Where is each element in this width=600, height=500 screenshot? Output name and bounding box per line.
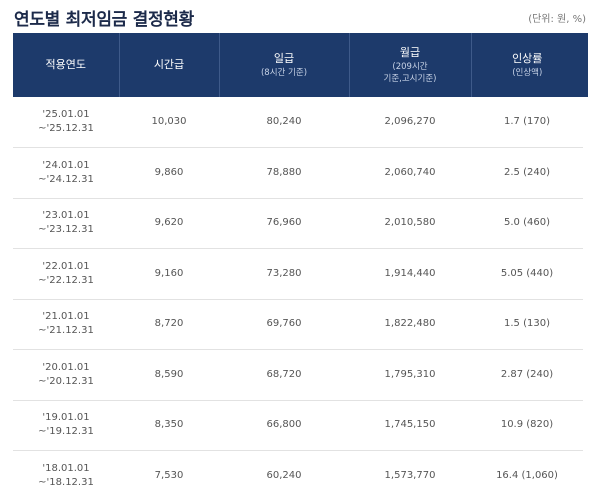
- cell-hourly: 8,350: [154, 419, 184, 431]
- header-row: 적용연도 시간급 일급 (8시간 기준) 월급 (209시간 기준,고시기준): [13, 33, 583, 97]
- header-monthly: 월급 (209시간 기준,고시기준): [349, 33, 472, 97]
- cell-rate: 5.05 (440): [500, 267, 554, 279]
- table-row: '19.01.01 ~'19.12.31 8,350 66,800 1,745,…: [13, 400, 583, 451]
- table-row: '24.01.01 ~'24.12.31 9,860 78,880 2,060,…: [13, 148, 583, 199]
- cell-monthly: 1,573,770: [384, 469, 436, 481]
- cell-rate: 1.5 (130): [504, 318, 550, 330]
- cell-hourly: 8,720: [154, 318, 184, 330]
- cell-hourly: 7,530: [154, 469, 184, 481]
- period-end: ~'25.12.31: [38, 123, 94, 134]
- cell-period: '19.01.01 ~'19.12.31: [13, 400, 119, 451]
- header-daily-sub: (8시간 기준): [260, 67, 308, 78]
- table-row: '18.01.01 ~'18.12.31 7,530 60,240 1,573,…: [13, 451, 583, 500]
- cell-hourly: 9,860: [154, 166, 184, 178]
- table-row: '22.01.01 ~'22.12.31 9,160 73,280 1,914,…: [13, 249, 583, 300]
- period-end: ~'20.12.31: [38, 375, 94, 387]
- cell-monthly: 2,010,580: [384, 217, 436, 229]
- cell-rate: 2.5 (240): [504, 166, 550, 178]
- period-end: ~'18.12.31: [38, 476, 94, 488]
- cell-period: '23.01.01 ~'23.12.31: [13, 198, 119, 249]
- header-period-label: 적용연도: [45, 58, 86, 71]
- period-end: ~'23.12.31: [38, 224, 94, 236]
- wage-table: 적용연도 시간급 일급 (8시간 기준) 월급 (209시간 기준,고시기준): [13, 33, 583, 500]
- cell-rate: 2.87 (240): [500, 368, 554, 380]
- cell-daily: 69,760: [266, 318, 302, 330]
- period-end: ~'22.12.31: [38, 274, 94, 286]
- period-end: ~'21.12.31: [38, 325, 94, 337]
- table-row: '20.01.01 ~'20.12.31 8,590 68,720 1,795,…: [13, 350, 583, 401]
- cell-monthly: 1,745,150: [384, 419, 436, 431]
- period-end: ~'19.12.31: [38, 426, 94, 438]
- cell-rate: 16.4 (1,060): [496, 469, 558, 481]
- cell-monthly: 2,096,270: [384, 116, 436, 127]
- cell-period: '20.01.01 ~'20.12.31: [13, 350, 119, 401]
- header-monthly-label: 월급: [399, 45, 421, 59]
- header-rate: 인상률 (인상액): [471, 33, 583, 97]
- table-row: '21.01.01 ~'21.12.31 8,720 69,760 1,822,…: [13, 299, 583, 350]
- cell-rate: 1.7 (170): [504, 116, 550, 127]
- cell-period: '25.01.01 ~'25.12.31: [13, 97, 119, 148]
- period-start: '21.01.01: [42, 311, 90, 323]
- table-body: '25.01.01 ~'25.12.31 10,030 80,240 2,096…: [13, 97, 583, 500]
- cell-monthly: 2,060,740: [384, 166, 436, 178]
- page-title: 연도별 최저임금 결정현황: [14, 10, 194, 30]
- cell-period: '18.01.01 ~'18.12.31: [13, 451, 119, 500]
- table-row: '25.01.01 ~'25.12.31 10,030 80,240 2,096…: [13, 97, 583, 148]
- header-period: 적용연도: [13, 33, 120, 97]
- period-start: '22.01.01: [42, 260, 90, 272]
- cell-period: '22.01.01 ~'22.12.31: [13, 249, 119, 300]
- table-row: '23.01.01 ~'23.12.31 9,620 76,960 2,010,…: [13, 198, 583, 249]
- cell-daily: 76,960: [266, 217, 302, 229]
- cell-monthly: 1,822,480: [384, 318, 436, 330]
- header-overflow-edge: [583, 33, 588, 97]
- header-daily-label: 일급: [273, 51, 295, 65]
- period-start: '24.01.01: [42, 159, 90, 171]
- cell-daily: 60,240: [266, 469, 302, 481]
- cell-daily: 68,720: [266, 368, 302, 380]
- cell-period: '24.01.01 ~'24.12.31: [13, 148, 119, 199]
- cell-period: '21.01.01 ~'21.12.31: [13, 299, 119, 350]
- cell-hourly: 10,030: [151, 116, 187, 127]
- cell-hourly: 9,160: [154, 267, 184, 279]
- cell-daily: 78,880: [266, 166, 302, 178]
- header-rate-sub: (인상액): [512, 67, 543, 78]
- cell-hourly: 8,590: [154, 368, 184, 380]
- cell-daily: 73,280: [266, 267, 302, 279]
- cell-daily: 80,240: [266, 116, 302, 127]
- header-rate-label: 인상률: [512, 51, 543, 65]
- cell-hourly: 9,620: [154, 217, 184, 229]
- period-start: '18.01.01: [42, 462, 90, 474]
- period-start: '19.01.01: [42, 412, 90, 424]
- cell-rate: 10.9 (820): [500, 419, 554, 431]
- header-monthly-sub-1: (209시간: [392, 61, 428, 72]
- cell-monthly: 1,795,310: [384, 368, 436, 380]
- cell-rate: 5.0 (460): [504, 217, 550, 229]
- header-hourly-label: 시간급: [153, 58, 185, 71]
- period-end: ~'24.12.31: [38, 173, 94, 185]
- unit-note: (단위: 원, %): [528, 14, 586, 25]
- table-header: 적용연도 시간급 일급 (8시간 기준) 월급 (209시간 기준,고시기준): [13, 33, 583, 97]
- cell-daily: 66,800: [266, 419, 302, 431]
- wage-table-container[interactable]: 적용연도 시간급 일급 (8시간 기준) 월급 (209시간 기준,고시기준): [13, 33, 588, 500]
- period-start: '25.01.01: [42, 109, 90, 120]
- period-start: '23.01.01: [42, 210, 90, 222]
- header-monthly-sub-2: 기준,고시기준): [383, 73, 437, 84]
- header-daily: 일급 (8시간 기준): [219, 33, 350, 97]
- cell-monthly: 1,914,440: [384, 267, 436, 279]
- period-start: '20.01.01: [42, 361, 90, 373]
- header-hourly: 시간급: [119, 33, 220, 97]
